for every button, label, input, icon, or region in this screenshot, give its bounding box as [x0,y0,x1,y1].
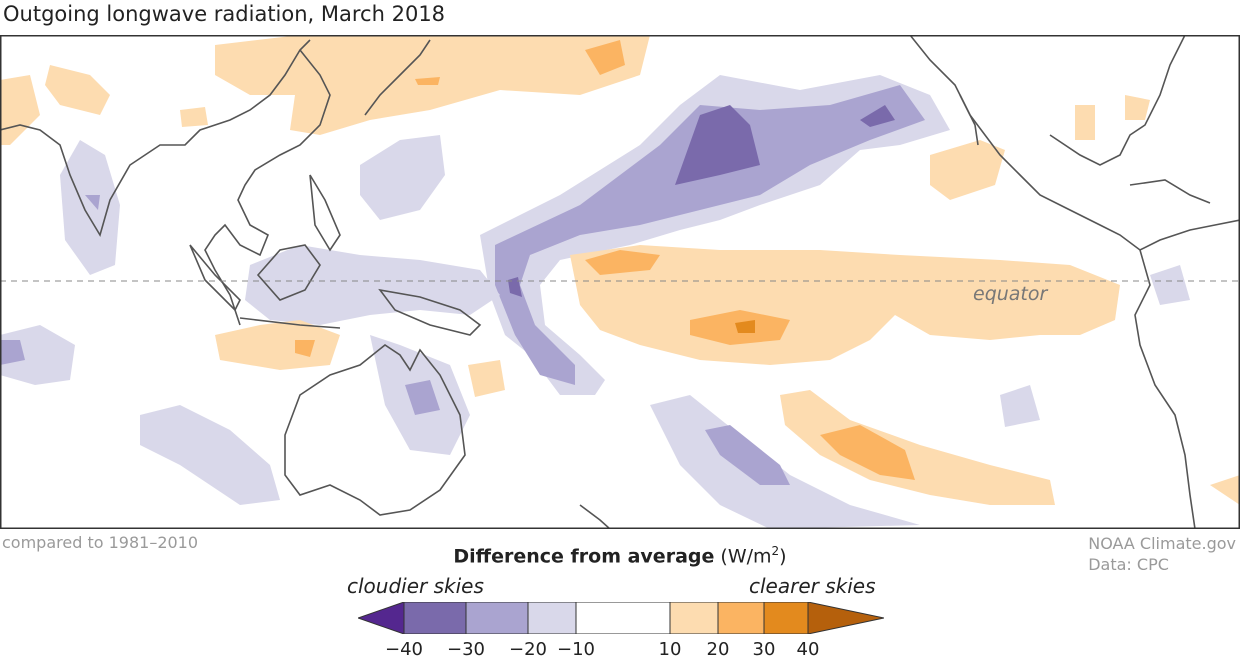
coastline-borneo [256,244,321,301]
olr-anomaly-map: equator [0,35,1240,529]
tick-30: 30 [752,639,776,660]
credit: NOAA Climate.gov Data: CPC [1088,533,1236,575]
clearer-label: clearer skies [749,574,876,598]
coastline-new-zealand [579,504,611,529]
colorbar-10-20 [669,602,719,634]
coastlines [0,35,1240,529]
legend-units-close: ) [779,545,787,568]
cloudier-region-central-pacific-mid [495,85,925,385]
coastline-caribbean [1129,179,1211,204]
tick-40: 40 [796,639,820,660]
clearer-regions [0,35,1240,505]
baseline-note: compared to 1981–2010 [2,533,199,552]
credit-org: NOAA Climate.gov [1088,534,1236,553]
map-frame [0,35,1240,529]
clearer-region-east-asia-spot [415,77,440,85]
legend-units: (W/m [720,545,772,568]
cloudier-region-south-indian [140,405,280,505]
clearer-region-west-asia [0,75,40,145]
colorbar--40--30 [403,602,467,634]
tick-minus-30: −30 [447,639,485,660]
legend-title-bold: Difference from average [453,545,715,568]
cloudier-region-australia-east-core [405,380,440,415]
credit-source: Data: CPC [1088,555,1169,574]
clearer-region-northeast-pacific [930,140,1005,200]
cloudier-region-east-pacific [1000,385,1040,427]
coastline-australia [284,344,466,516]
colorbar-20-30 [717,602,765,634]
clearer-region-north-australia-core [295,340,315,357]
coastline-java [239,317,341,329]
cloudier-region-indian-ocean-west-core [0,340,25,365]
clearer-region-east-asia-core [585,40,625,75]
cloudier-region-south-pacific-core [705,425,790,485]
clearer-region-gulf [1075,105,1095,140]
cloudier-region-maritime [245,245,500,325]
colorbar-lt-40 [358,602,405,634]
colorbar--30--20 [465,602,529,634]
coastline-sumatra [189,244,241,312]
coastline-south-america [1134,249,1196,529]
legend-units-sup: 2 [771,544,780,558]
clearer-region-arabia [45,65,110,115]
cloudier-label: cloudier skies [347,574,484,598]
coastline-new-guinea [378,288,482,336]
clearer-region-south-pacific-convergence [780,390,1055,505]
coastline-japan [364,39,431,116]
clearer-region-south-pacific-convergence-core [820,425,915,480]
colorbar-gt-40 [807,602,884,634]
tick-minus-20: −20 [509,639,547,660]
cloudier-region-south-america [1150,265,1190,305]
equator-label: equator [973,283,1049,305]
colorbar-30-40 [763,602,809,634]
clearer-region-gulf-2 [1125,95,1150,120]
clearer-region-equatorial-pacific-core [735,320,755,333]
clearer-region-south-america [1210,475,1240,505]
legend-title: Difference from average (W/m2) [0,544,1240,567]
colorbar--20--10 [527,602,577,634]
tick-minus-40: −40 [385,639,423,660]
clearer-region-north-australia [215,320,340,370]
clearer-region-equatorial-pacific-mid [585,250,660,275]
legend-colorbar [358,602,884,634]
clearer-region-coral-sea [468,360,505,397]
map-title: Outgoing longwave radiation, March 2018 [3,2,446,26]
coastline-north-america [909,35,1240,251]
cloudier-region-india [60,140,120,275]
cloudier-region-equatorial-core [508,277,522,297]
cloudier-region-north-pacific-core [860,105,895,127]
coastline-gulf [1049,35,1186,166]
cloudier-region-india-core [85,195,100,210]
clearer-region-indian-ocean [180,107,208,127]
tick-10: 10 [658,639,682,660]
coastline-baja [959,94,979,146]
tick-minus-10: −10 [557,639,595,660]
tick-20: 20 [706,639,730,660]
coastline-asia [0,39,331,326]
coastline-philippines [309,174,341,252]
cloudier-region-china [360,135,445,220]
colorbar--10-10 [575,602,671,634]
cloudier-region-central-pacific-core [675,105,760,185]
cloudier-regions [0,75,1190,529]
